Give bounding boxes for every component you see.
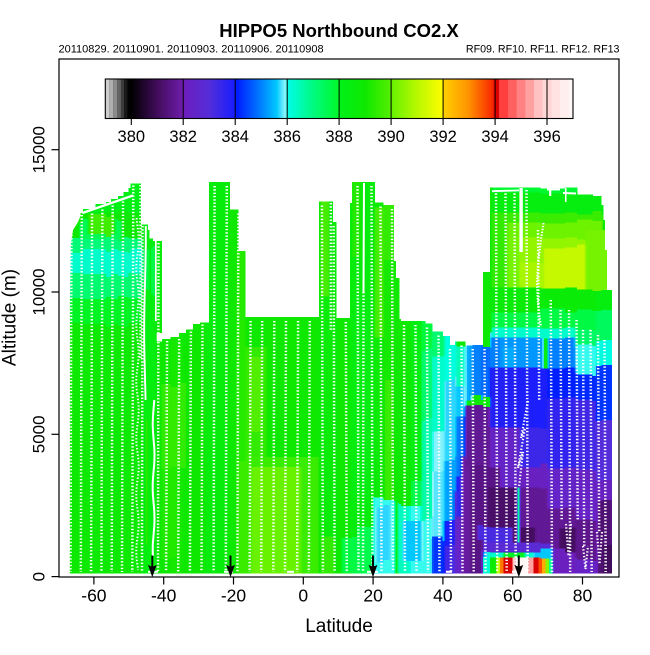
svg-text:0: 0 <box>298 586 308 606</box>
svg-text:392: 392 <box>429 128 457 146</box>
svg-text:80: 80 <box>573 586 593 606</box>
svg-text:RF09. RF10. RF11. RF12. RF13: RF09. RF10. RF11. RF12. RF13 <box>466 44 620 56</box>
svg-text:20: 20 <box>363 586 383 606</box>
svg-text:40: 40 <box>433 586 453 606</box>
svg-text:-40: -40 <box>151 586 177 606</box>
svg-text:388: 388 <box>325 128 353 146</box>
svg-text:15000: 15000 <box>30 126 49 173</box>
svg-text:10000: 10000 <box>30 268 49 315</box>
svg-text:394: 394 <box>481 128 509 146</box>
svg-text:20110829. 20110901. 20110903.: 20110829. 20110901. 20110903. 20110906. … <box>59 44 324 56</box>
svg-text:Altitude (m): Altitude (m) <box>0 269 21 366</box>
svg-text:-20: -20 <box>221 586 247 606</box>
svg-text:-60: -60 <box>81 586 107 606</box>
svg-text:5000: 5000 <box>30 415 49 453</box>
svg-text:396: 396 <box>533 128 561 146</box>
svg-text:Latitude: Latitude <box>305 616 373 637</box>
svg-text:382: 382 <box>169 128 197 146</box>
svg-text:390: 390 <box>377 128 405 146</box>
svg-text:384: 384 <box>221 128 249 146</box>
svg-text:HIPPO5 Northbound CO2.X: HIPPO5 Northbound CO2.X <box>219 20 459 41</box>
svg-text:380: 380 <box>118 128 146 146</box>
svg-text:386: 386 <box>273 128 301 146</box>
svg-text:60: 60 <box>503 586 523 606</box>
svg-text:0: 0 <box>30 572 49 581</box>
